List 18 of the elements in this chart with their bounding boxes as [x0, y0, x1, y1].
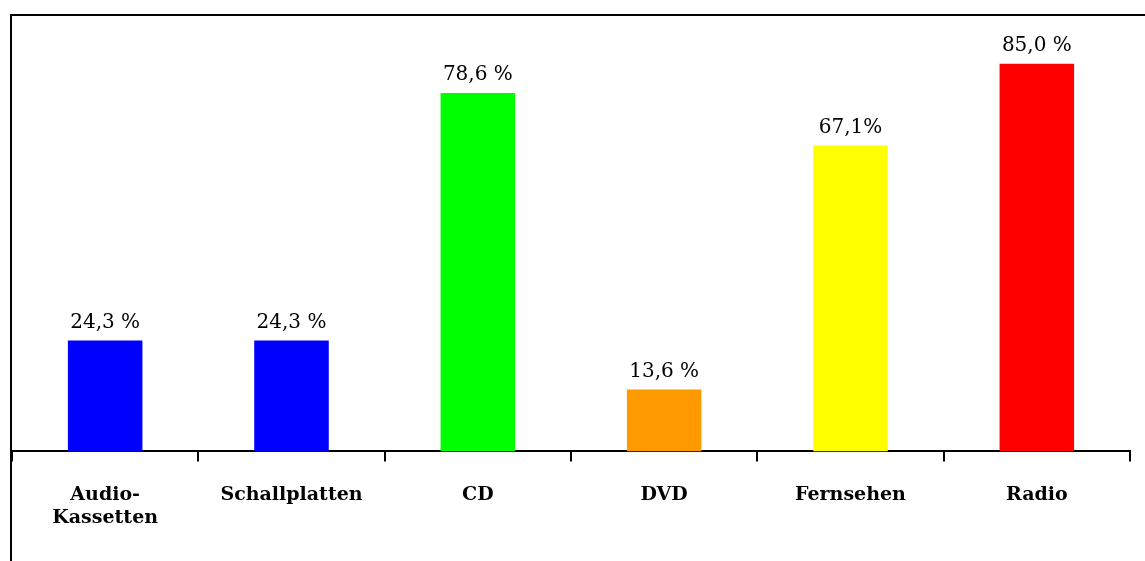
bar [254, 340, 329, 452]
data-label: 85,0 % [1001, 32, 1072, 56]
data-label: 78,6 % [442, 61, 513, 86]
data-label: 13,6 % [629, 357, 700, 382]
data-label: 67,1% [818, 113, 883, 138]
x-tick-label: DVD [640, 481, 688, 504]
bar [67, 340, 143, 452]
x-tick-label: Audio-Kassetten [52, 481, 159, 527]
x-tick-label: Radio [1005, 481, 1068, 504]
x-tick-label: Fernsehen [795, 481, 907, 504]
x-tick-label: Schallplatten [220, 481, 363, 504]
bar [999, 63, 1075, 452]
data-label: 24,3 % [256, 308, 327, 333]
data-label: 24,3 % [70, 308, 141, 333]
bar [626, 389, 702, 452]
bar [813, 145, 888, 452]
bar [440, 92, 516, 452]
x-tick-label: CD [462, 481, 494, 504]
